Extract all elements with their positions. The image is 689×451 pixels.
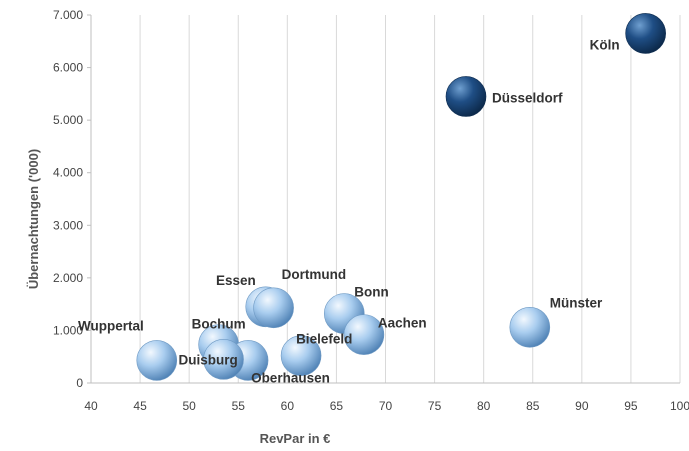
bubble-label: Dortmund [282,267,347,282]
x-tick-label: 85 [526,399,540,413]
bubble-labels: Köln Düsseldorf Münster Essen Dortmund Bonn Aa… [78,37,620,385]
x-tick-label: 90 [575,399,589,413]
y-tick-label: 3.000 [53,218,83,232]
bubble-duisburg [203,339,244,380]
x-tick-label: 70 [379,399,393,413]
y-tick-label: 1.000 [53,323,83,337]
bubble-label: Wuppertal [78,318,144,333]
bubble-label: Bonn [354,285,389,300]
y-tick-label: 7.000 [53,8,83,22]
bubble-düsseldorf [445,76,487,117]
y-axis-title: Übernachtungen ('000) [26,149,41,289]
x-tick-label: 45 [133,399,147,413]
bubble-bielefeld [280,335,322,376]
y-tick-label: 5.000 [53,113,83,127]
bubble-label: Düsseldorf [492,90,563,105]
x-tick-label: 100 [670,399,689,413]
bubble-label: Aachen [378,316,427,331]
bubble-wuppertal [136,340,178,381]
y-tick-label: 6.000 [53,61,83,75]
x-tick-label: 55 [232,399,246,413]
y-tick-label: 4.000 [53,166,83,180]
bubble-label: Köln [590,37,620,52]
x-tick-label: 50 [182,399,196,413]
bubble-dortmund [253,287,294,329]
y-tick-label: 2.000 [53,271,83,285]
bubble-münster [509,306,551,348]
x-tick-label: 60 [281,399,295,413]
x-axis-title: RevPar in € [260,431,331,446]
bubble-label: Oberhausen [251,370,330,385]
bubble-label: Bielefeld [296,332,352,347]
x-tick-label: 75 [428,399,442,413]
bubble-label: Bochum [192,317,246,332]
axes: 40 45 50 55 60 65 70 75 80 85 90 95 100 0 1.000 2.000 3.… [53,8,689,413]
grid [139,15,681,383]
y-tick-label: 0 [76,376,83,390]
bubble-label: Münster [550,295,603,310]
bubble-label: Essen [216,273,256,288]
x-tick-label: 95 [624,399,638,413]
bubble-aachen [343,314,385,355]
x-tick-label: 80 [477,399,491,413]
bubble-köln [625,13,666,54]
x-tick-label: 40 [84,399,98,413]
bubble-label: Duisburg [179,352,238,367]
bubbles [136,13,666,381]
x-tick-label: 65 [330,399,344,413]
